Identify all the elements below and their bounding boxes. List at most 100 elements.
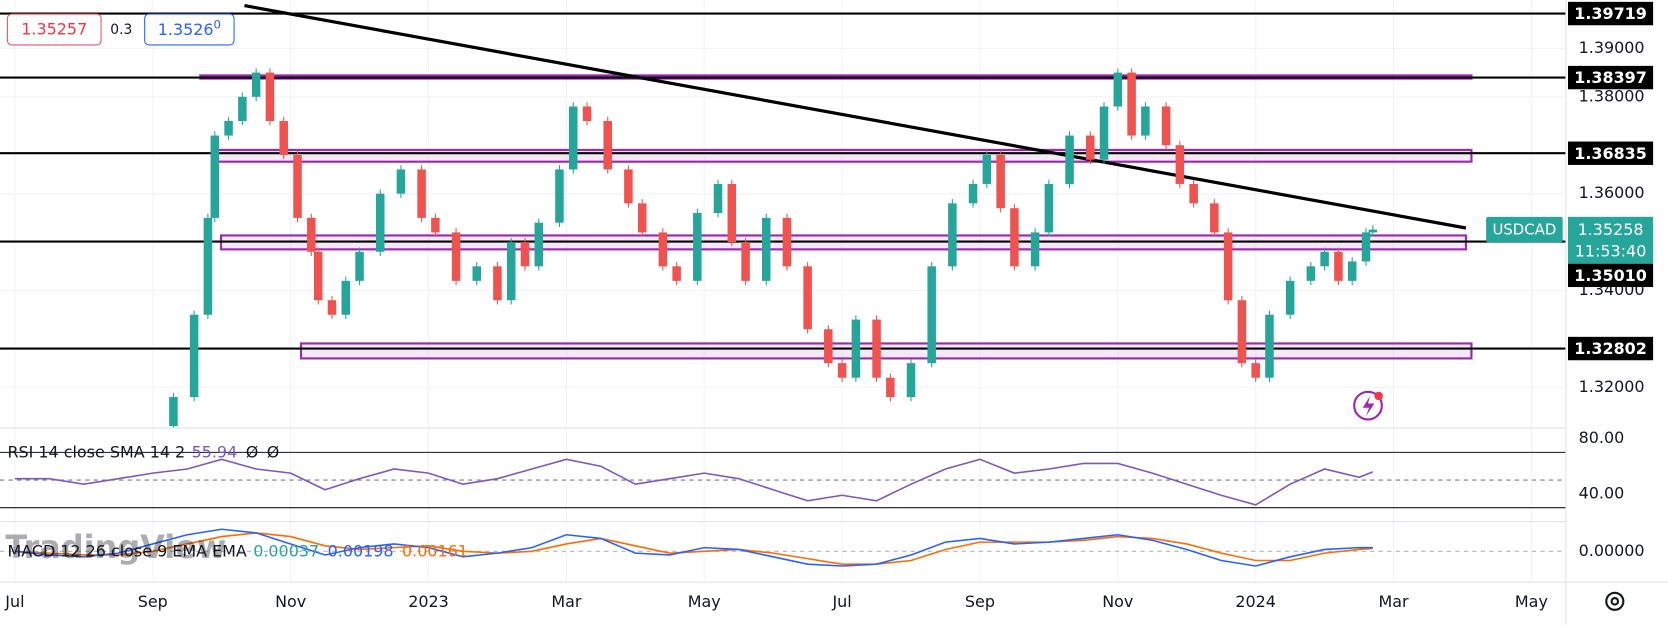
candle: [982, 154, 992, 184]
bid[interactable]: 1.35257: [21, 20, 87, 39]
candle: [1368, 229, 1378, 233]
candle: [637, 203, 647, 233]
level-label: 1.38397: [1574, 68, 1647, 87]
ask-box[interactable]: [144, 13, 235, 46]
settings-icon-core: [1610, 597, 1620, 606]
macd-hist-value: 0.00037: [253, 541, 319, 560]
candle: [582, 106, 592, 122]
candle: [1113, 72, 1123, 107]
alert-icon[interactable]: [1353, 390, 1383, 421]
candle: [693, 213, 702, 281]
drawings: [0, 4, 1566, 360]
spread: 0.3: [110, 22, 132, 38]
ask-price: 1.3526: [158, 20, 214, 39]
candle: [568, 106, 578, 170]
zone: [215, 148, 1473, 163]
signal-line: [14, 532, 1373, 565]
x-tick-label: Sep: [965, 592, 995, 611]
x-tick-label: Jul: [4, 592, 24, 611]
candle: [555, 169, 564, 223]
candle: [1030, 232, 1040, 267]
ask[interactable]: 1.35260: [158, 17, 221, 38]
candle: [1361, 232, 1371, 262]
candle: [1099, 106, 1109, 160]
candle: [1127, 72, 1136, 136]
rsi-tick-label: 40.00: [1579, 483, 1625, 502]
zone: [299, 342, 1473, 360]
candle: [672, 266, 681, 281]
level-label: 1.36835: [1574, 144, 1647, 163]
candle: [451, 232, 461, 281]
level-label-box: [1568, 141, 1654, 165]
candle: [803, 266, 812, 330]
candle: [169, 397, 178, 427]
candle: [1334, 251, 1343, 281]
candle: [727, 183, 737, 243]
level-label-box: [1568, 336, 1654, 361]
rsi-na: Ø: [246, 442, 259, 461]
macd-pane: [0, 528, 1566, 567]
x-tick-label: Nov: [1102, 592, 1133, 611]
x-tick-label: May: [688, 592, 721, 611]
x-tick-label: Jul: [831, 592, 851, 611]
rsi-line: [14, 458, 1374, 506]
candle: [1141, 106, 1150, 136]
candle: [1175, 145, 1185, 184]
rsi-value: 55.94: [192, 442, 238, 461]
candle: [713, 183, 723, 214]
rsi-tick-label: 80.00: [1579, 428, 1625, 447]
x-tick-label: May: [1515, 592, 1548, 611]
ask-pipette: 0: [214, 17, 221, 31]
candle: [968, 183, 978, 204]
candle: [603, 121, 612, 170]
candle: [927, 266, 936, 364]
candle: [948, 203, 957, 267]
candle: [886, 377, 895, 398]
grid: [0, 0, 1566, 583]
macd-tick-label: 0.00000: [1579, 541, 1645, 560]
macd-title: MACD 12 26 close 9 EMA EMA 0.00037 0.00198…: [7, 541, 467, 560]
candle: [279, 121, 288, 155]
x-tick-label: 2023: [408, 592, 449, 611]
last-price-box: [1568, 216, 1654, 264]
candle: [1085, 135, 1095, 160]
candle: [851, 319, 861, 378]
candle: [872, 319, 881, 378]
candle: [1010, 208, 1019, 267]
bid-box[interactable]: [6, 13, 102, 46]
candle: [189, 314, 199, 398]
y-tick-label: 1.36000: [1579, 183, 1645, 202]
candle: [355, 251, 364, 281]
candle: [1347, 261, 1357, 281]
candle: [293, 154, 302, 218]
x-tick-label: Mar: [1379, 592, 1410, 611]
x-tick-label: Nov: [275, 592, 306, 611]
candle: [341, 280, 351, 315]
candle: [1223, 232, 1233, 301]
macd-value: 0.00198: [328, 541, 394, 560]
candle: [396, 169, 406, 194]
candle: [1320, 251, 1329, 267]
candle: [375, 193, 385, 252]
candle: [782, 217, 792, 267]
candle: [741, 242, 750, 281]
level-label-box: [1568, 263, 1654, 288]
level-label: 1.39719: [1574, 4, 1647, 23]
settings-icon[interactable]: [1605, 591, 1625, 611]
candle: [238, 96, 247, 122]
candle: [1161, 106, 1171, 146]
candle: [658, 232, 668, 267]
trendline: [244, 4, 1467, 230]
candle: [506, 242, 516, 301]
rsi-pane: [0, 451, 1566, 509]
candle: [624, 169, 633, 204]
macd-line: [14, 528, 1373, 567]
rsi-na: Ø: [267, 442, 280, 461]
signal-value: 0.00161: [402, 541, 468, 560]
candle: [1237, 300, 1247, 364]
candle: [1251, 363, 1260, 378]
candle: [210, 135, 220, 218]
candle: [224, 121, 233, 136]
countdown: 11:53:40: [1575, 241, 1647, 260]
candle: [1189, 183, 1198, 204]
